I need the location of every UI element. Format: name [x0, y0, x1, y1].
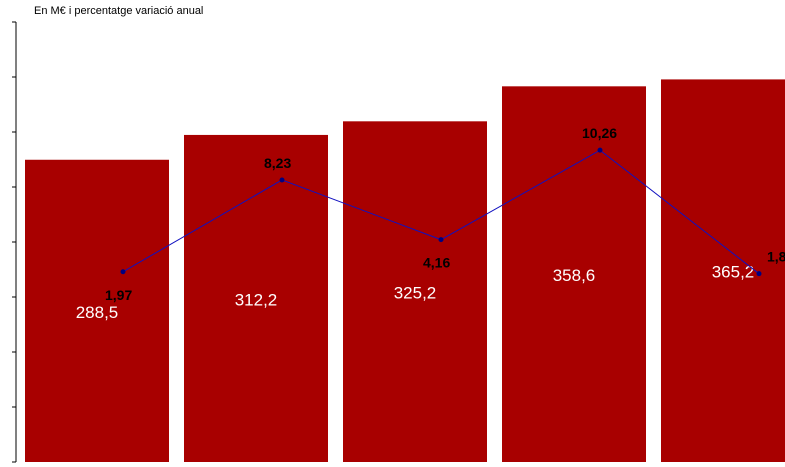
bar-value-label: 358,6: [553, 266, 596, 285]
bar-labels-group: 288,5 312,2 325,2 358,6 365,2: [76, 263, 755, 322]
line-point: [279, 177, 285, 183]
bars-group: [25, 79, 785, 463]
line-point: [438, 237, 444, 243]
line-labels-group: 1,97 8,23 4,16 10,26 1,84: [105, 125, 785, 303]
line-point: [756, 271, 762, 277]
line-value-label: 8,23: [264, 155, 291, 171]
line-value-label: 1,84: [767, 249, 785, 265]
bar: [343, 121, 487, 463]
bar-value-label: 325,2: [394, 284, 437, 303]
bar-value-label: 365,2: [712, 263, 755, 282]
bar: [502, 86, 646, 463]
y-axis: [12, 21, 17, 463]
line-point: [120, 269, 126, 275]
line-value-label: 4,16: [423, 255, 450, 271]
chart-caption: En M€ i percentatge variació anual: [34, 5, 204, 17]
bar-value-label: 312,2: [235, 290, 278, 309]
line-value-label: 1,97: [105, 287, 132, 303]
line-value-label: 10,26: [582, 125, 617, 141]
variation-line-group: [120, 147, 762, 277]
line-point: [597, 147, 603, 153]
bar: [184, 134, 328, 462]
bar: [661, 79, 785, 463]
bar: [25, 159, 169, 462]
bar-value-label: 288,5: [76, 303, 119, 322]
